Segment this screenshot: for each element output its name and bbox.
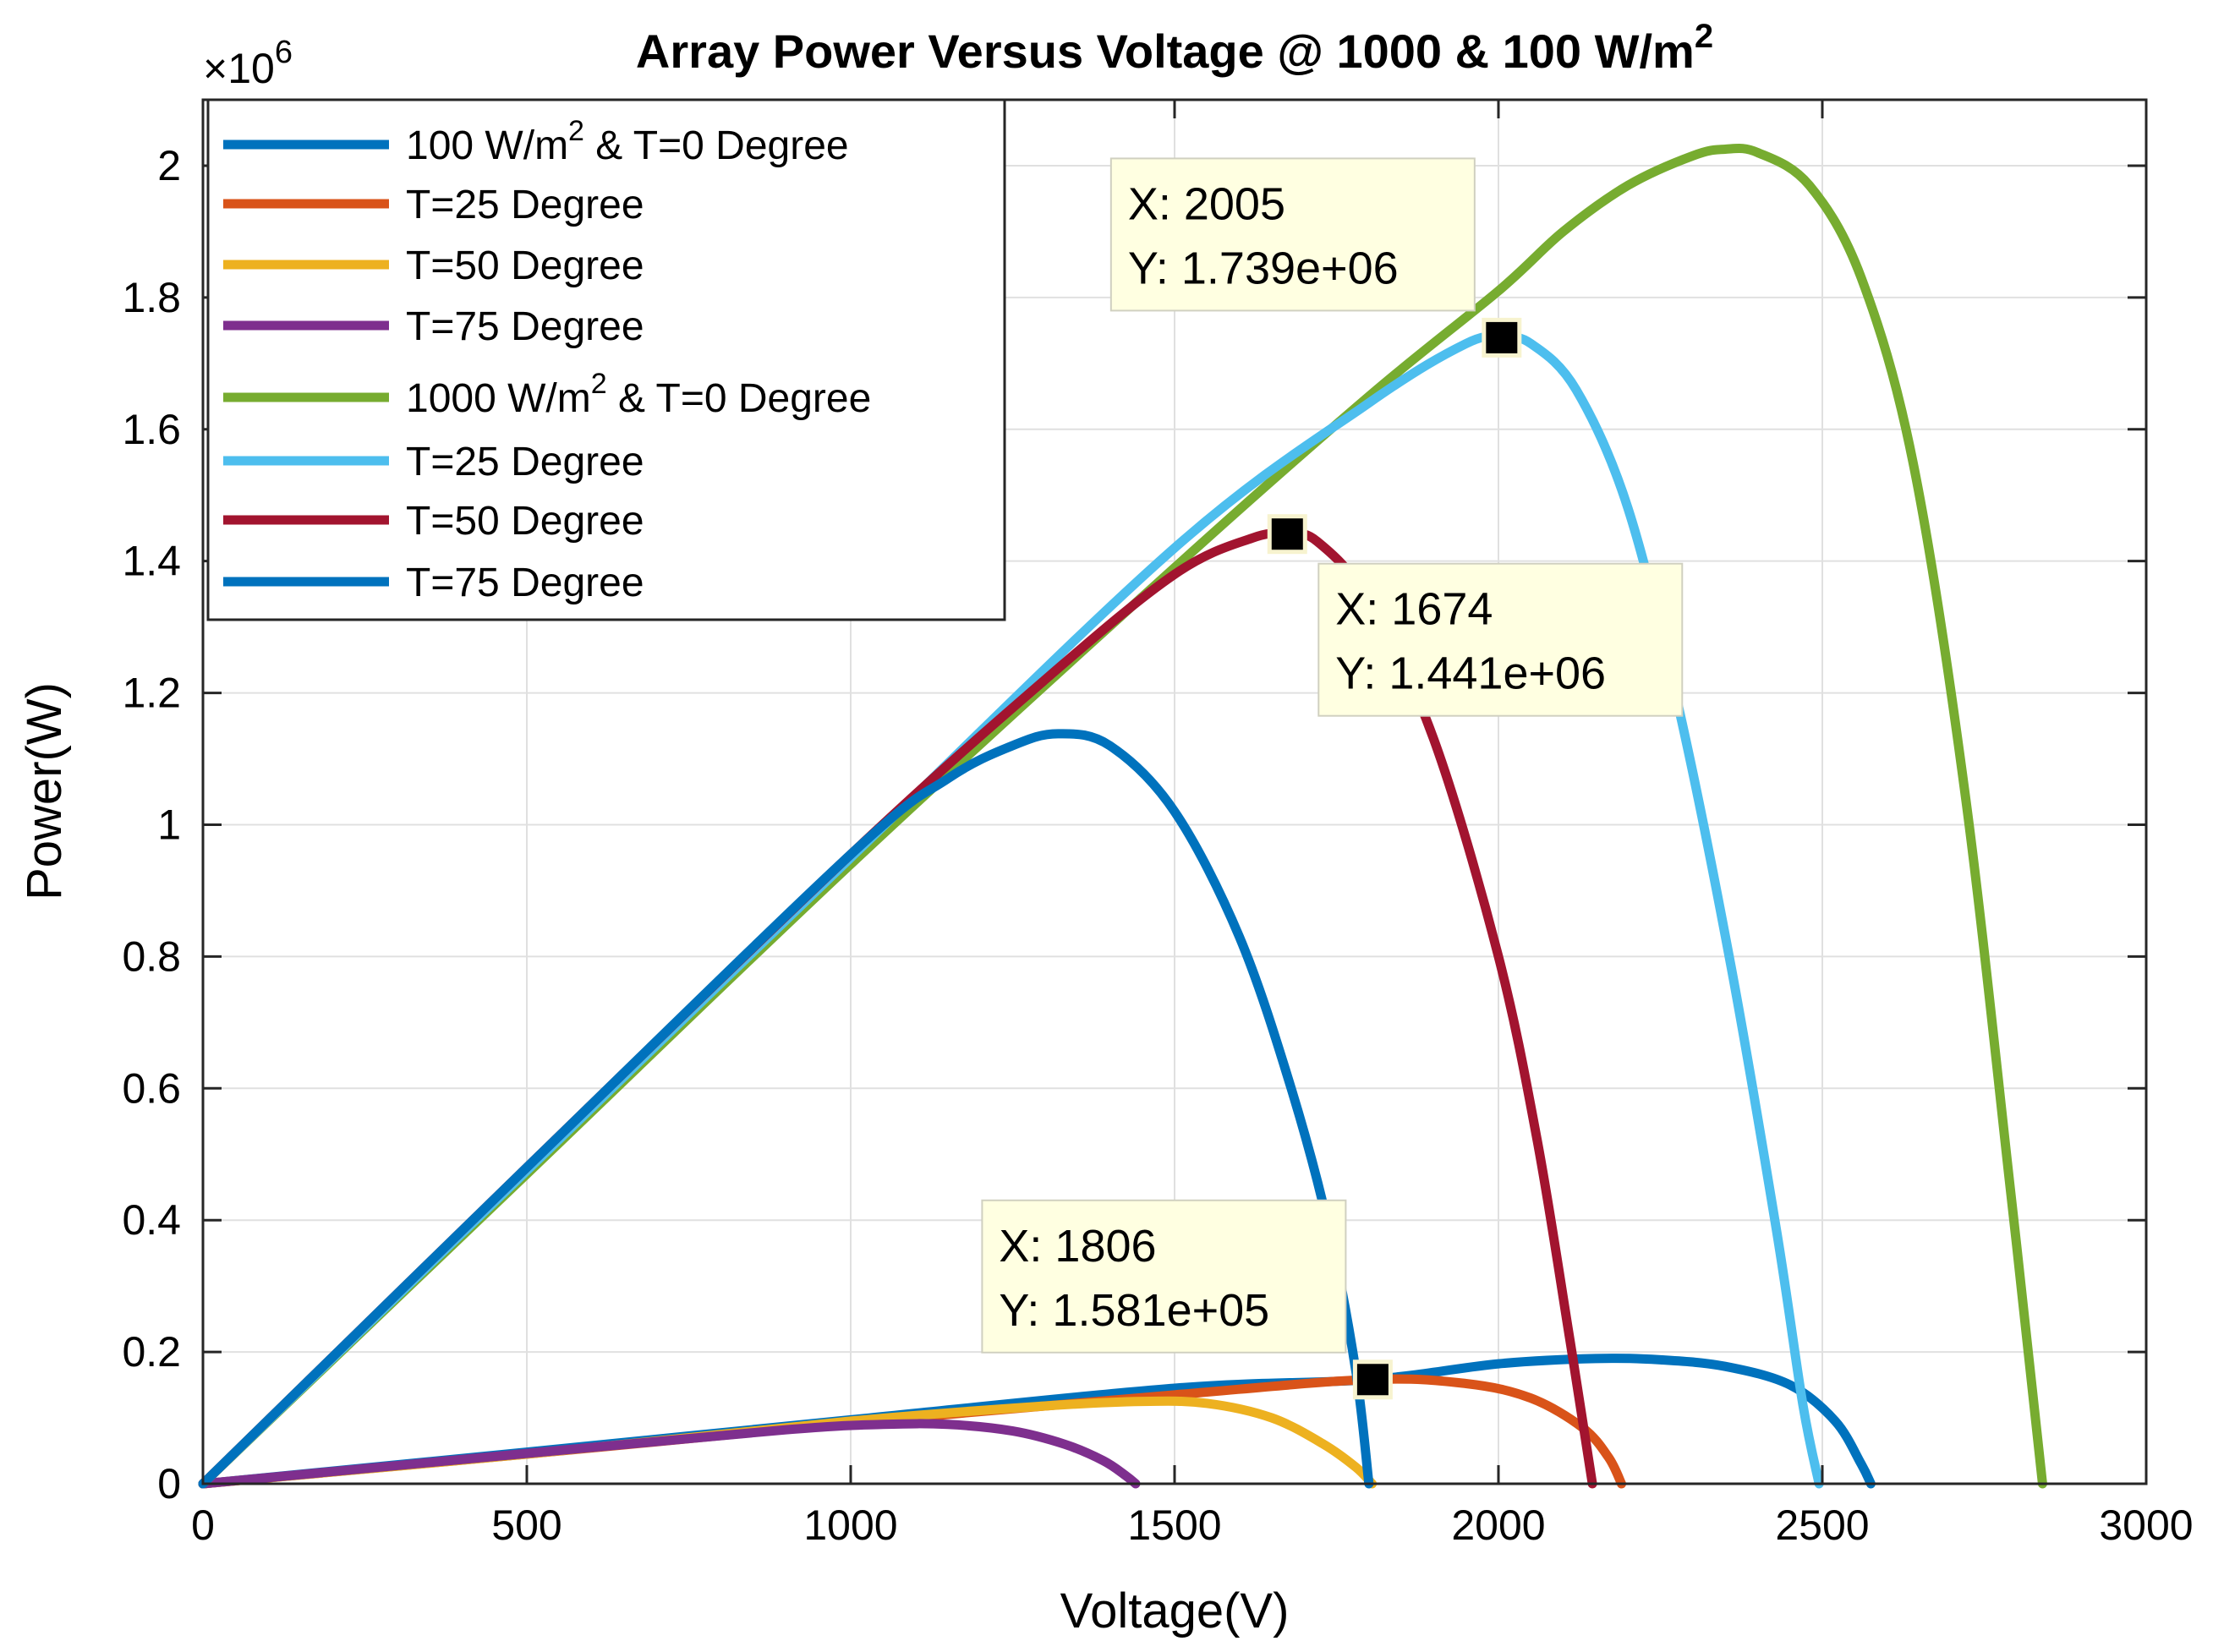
data-tip-y-text: Y: 1.441e+06 [1335, 648, 1606, 699]
y-tick-label: 1.6 [122, 406, 181, 453]
y-tick-label: 0 [157, 1460, 181, 1507]
x-tick-label: 0 [191, 1502, 215, 1549]
x-tick-label: 3000 [2099, 1502, 2193, 1549]
y-tick-label: 2 [157, 142, 181, 189]
data-tip-y-text: Y: 1.581e+05 [999, 1285, 1269, 1336]
legend-entry-3: T=50 Degree [406, 243, 644, 288]
data-tip-x-text: X: 1806 [999, 1221, 1156, 1272]
y-tick-label: 1.8 [122, 274, 181, 321]
data-tip-markers [1267, 317, 1522, 1400]
series-line-4 [198, 1419, 1141, 1489]
data-tip-x-text: X: 1674 [1335, 584, 1493, 635]
x-tick-label: 1500 [1127, 1502, 1221, 1549]
legend-entry-6: T=25 Degree [406, 440, 644, 484]
y-tick-label: 0.6 [122, 1064, 181, 1112]
data-tips[interactable]: X: 2005 Y: 1.739e+06 X: 1674 Y: 1.441e+06 X:… [981, 157, 1684, 1354]
legend-entry-1: 100 W/m2 & T=0 Degree [406, 115, 849, 168]
data-tip-marker-1[interactable] [1482, 317, 1522, 358]
legend-entry-7: T=50 Degree [406, 499, 644, 544]
y-tick-label: 0.8 [122, 933, 181, 980]
legend-entry-2: T=25 Degree [406, 183, 644, 227]
legend-entry-4: T=75 Degree [406, 304, 644, 349]
data-tip-x-text: X: 2005 [1128, 178, 1285, 229]
y-tick-label: 0.4 [122, 1196, 181, 1244]
y-tick-label: 1 [157, 801, 181, 848]
data-tip-box-3[interactable] [981, 1199, 1347, 1354]
y-tick-label: 1.2 [122, 670, 181, 717]
y-axis-label: Power(W) [17, 682, 72, 900]
legend-entry-8: T=75 Degree [406, 561, 644, 605]
legend[interactable]: 100 W/m2 & T=0 Degree T=25 Degree T=50 Deg… [206, 98, 1006, 621]
data-tip-box-1[interactable] [1109, 157, 1476, 312]
y-tick-label: 0.2 [122, 1328, 181, 1376]
ticks: 0 500 1000 1500 2000 2500 3000 0 0.2 0.4 0.6 0.8 1 1.… [122, 100, 2194, 1549]
y-tick-label: 1.4 [122, 538, 181, 585]
x-tick-label: 2000 [1451, 1502, 1545, 1549]
data-tip-box-2[interactable] [1317, 562, 1684, 717]
data-tip-y-text: Y: 1.739e+06 [1128, 243, 1399, 293]
chart-title: Array Power Versus Voltage @ 1000 & 100 … [636, 18, 1713, 78]
y-axis-multiplier: ×106 [203, 35, 293, 92]
data-tip-marker-2[interactable] [1267, 514, 1307, 555]
data-tip-marker-3[interactable] [1352, 1359, 1393, 1400]
legend-entry-5: 1000 W/m2 & T=0 Degree [406, 368, 871, 421]
x-tick-label: 500 [491, 1502, 561, 1549]
x-tick-label: 1000 [803, 1502, 897, 1549]
legend-box [206, 98, 1006, 621]
x-tick-label: 2500 [1775, 1502, 1869, 1549]
x-axis-label: Voltage(V) [1060, 1584, 1290, 1638]
